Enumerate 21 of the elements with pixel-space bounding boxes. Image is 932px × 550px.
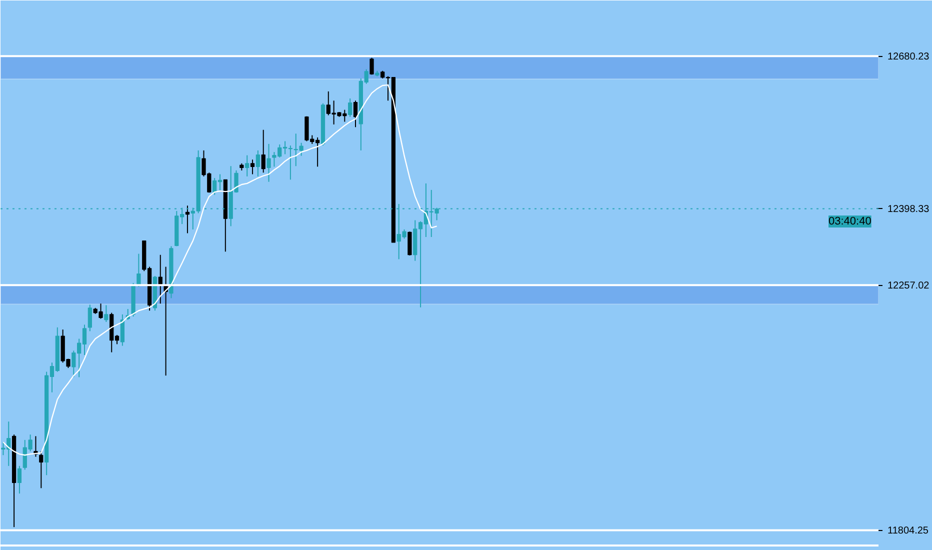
candlestick	[120, 314, 125, 346]
candlestick	[250, 159, 255, 175]
candlestick	[17, 465, 22, 494]
candlestick	[266, 143, 271, 182]
candlestick	[261, 129, 266, 174]
candlestick	[370, 57, 374, 76]
candlestick	[185, 205, 190, 234]
candlestick	[256, 150, 260, 177]
y-tick-label: 12680.23	[888, 52, 930, 63]
candlestick	[104, 304, 108, 322]
y-tick-label: 12257.02	[888, 280, 930, 292]
candlestick	[136, 253, 141, 288]
candlestick	[353, 100, 358, 128]
y-tick-label: 11804.25	[888, 526, 929, 537]
candlestick	[348, 98, 352, 118]
candlestick	[245, 154, 250, 177]
candlestick	[39, 450, 44, 489]
annotation: 03:40:40	[828, 216, 872, 228]
candlestick	[88, 304, 92, 332]
y-tick-label: 12398.33	[888, 204, 930, 216]
candlestick	[408, 231, 412, 256]
